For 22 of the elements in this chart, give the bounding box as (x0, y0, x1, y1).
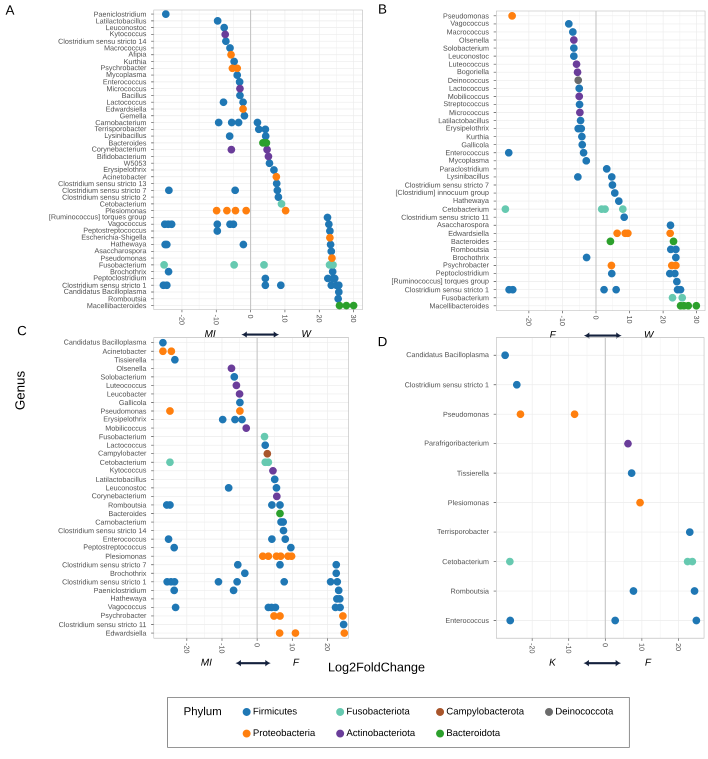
text: MI (201, 658, 212, 666)
legend-title: Phylum (184, 706, 221, 718)
legend-label: Actinobacteriota (346, 729, 416, 736)
legend-label: Proteobacteria (254, 729, 316, 736)
text: B (379, 4, 386, 14)
legend-label: Fusobacteriota (347, 707, 410, 715)
text: W (302, 330, 312, 338)
legend-label: Bacteroidota (447, 729, 500, 736)
text: F (645, 658, 652, 666)
text: K (549, 658, 556, 666)
legend-label: Campylobacterota (446, 707, 524, 716)
annotation: W (644, 331, 654, 338)
text: C (18, 326, 26, 336)
annotation: F (550, 331, 556, 338)
text: D (378, 336, 387, 346)
text: A (6, 5, 14, 15)
text: MI (204, 330, 216, 338)
legend-label: Deinococcota (556, 707, 614, 715)
text: F (293, 658, 300, 666)
y-axis-title: Genus (15, 371, 25, 410)
x-axis-title: Log2FoldChange (328, 662, 424, 674)
legend-label: Firmicutes (254, 707, 297, 715)
